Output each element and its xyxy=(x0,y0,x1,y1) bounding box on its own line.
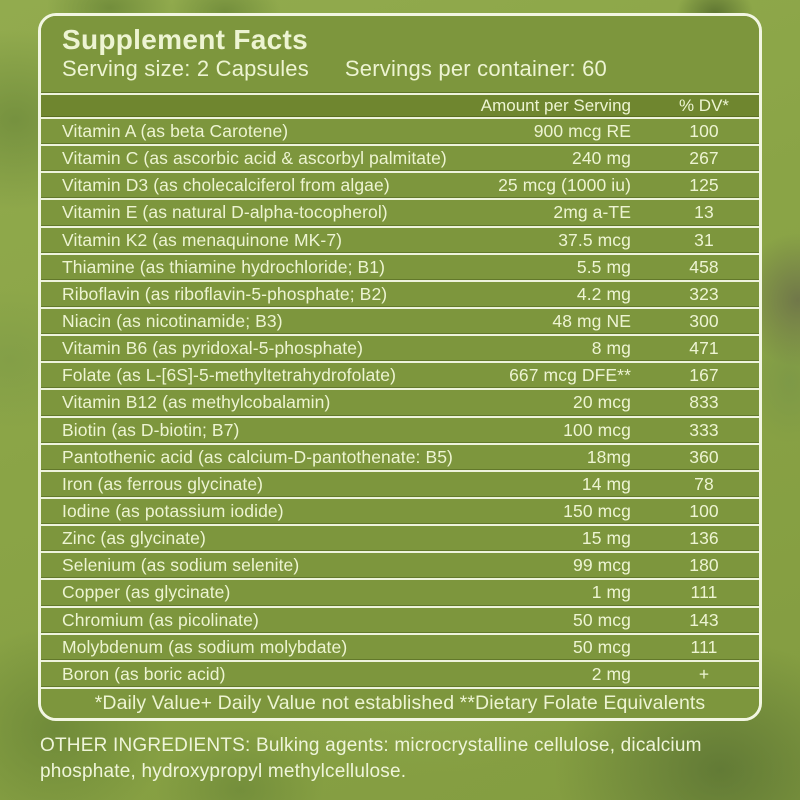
table-row: Niacin (as nicotinamide; B3) 48 mg NE 30… xyxy=(41,306,759,335)
row-nutrient-name: Iron (as ferrous glycinate) xyxy=(62,473,264,494)
table-row: Biotin (as D-biotin; B7) 100 mcg 333 xyxy=(41,415,759,443)
row-dv: 180 xyxy=(689,555,719,576)
serving-info: Serving size: 2 Capsules Servings per co… xyxy=(62,55,759,83)
row-nutrient-name: Pantothenic acid (as calcium-D-pantothen… xyxy=(62,446,453,467)
row-amount: 20 mcg xyxy=(573,392,631,413)
table-row: Vitamin C (as ascorbic acid & ascorbyl p… xyxy=(41,144,759,172)
row-amount: 2mg a-TE xyxy=(553,202,631,223)
panel-title: Supplement Facts xyxy=(62,24,308,55)
nutrient-table: Vitamin A (as beta Carotene) 900 mcg RE … xyxy=(41,119,759,687)
table-row: Vitamin B6 (as pyridoxal-5-phosphate) 8 … xyxy=(41,334,759,362)
row-amount: 667 mcg DFE** xyxy=(509,365,631,386)
row-nutrient-name: Vitamin E (as natural D-alpha-tocopherol… xyxy=(62,202,388,223)
row-amount: 8 mg xyxy=(591,338,631,359)
row-amount: 37.5 mcg xyxy=(558,229,631,250)
servings-per-container: Servings per container: 60 xyxy=(344,56,607,81)
table-row: Iron (as ferrous glycinate) 14 mg 78 xyxy=(41,469,759,497)
row-nutrient-name: Vitamin D3 (as cholecalciferol from alga… xyxy=(62,175,390,196)
row-amount: 5.5 mg xyxy=(576,256,631,277)
column-header-dv: % DV* xyxy=(678,96,730,115)
row-nutrient-name: Chromium (as picolinate) xyxy=(62,609,259,630)
row-dv: 136 xyxy=(689,528,719,549)
row-amount: 2 mg xyxy=(591,663,631,684)
row-dv: 267 xyxy=(689,148,719,169)
table-row: Vitamin E (as natural D-alpha-tocopherol… xyxy=(41,198,759,226)
row-dv: 143 xyxy=(689,609,719,630)
supplement-facts-panel: Supplement Facts Serving size: 2 Capsule… xyxy=(38,13,762,721)
column-header-row: Amount per Serving % DV* xyxy=(41,93,759,119)
row-amount: 50 mcg xyxy=(573,636,631,657)
row-nutrient-name: Folate (as L-[6S]-5-methyltetrahydrofola… xyxy=(62,365,397,386)
row-nutrient-name: Riboflavin (as riboflavin-5-phosphate; B… xyxy=(62,283,388,304)
row-amount: 240 mg xyxy=(572,148,631,169)
table-row: Vitamin D3 (as cholecalciferol from alga… xyxy=(41,171,759,199)
row-nutrient-name: Biotin (as D-biotin; B7) xyxy=(62,419,240,440)
column-header-amount: Amount per Serving xyxy=(480,96,631,115)
serving-size: Serving size: 2 Capsules xyxy=(62,56,309,81)
row-nutrient-name: Selenium (as sodium selenite) xyxy=(62,555,300,576)
row-amount: 1 mg xyxy=(591,582,631,603)
row-amount: 25 mcg (1000 iu) xyxy=(498,175,631,196)
row-dv: 833 xyxy=(689,392,719,413)
row-dv: 125 xyxy=(689,175,719,196)
table-row: Zinc (as glycinate) 15 mg 136 xyxy=(41,524,759,552)
row-nutrient-name: Boron (as boric acid) xyxy=(62,663,226,684)
table-row: Copper (as glycinate) 1 mg 111 xyxy=(41,578,759,606)
row-amount: 150 mcg xyxy=(563,501,631,522)
row-nutrient-name: Copper (as glycinate) xyxy=(62,582,231,603)
row-nutrient-name: Iodine (as potassium iodide) xyxy=(62,501,284,522)
other-ingredients: OTHER INGREDIENTS: Bulking agents: micro… xyxy=(40,735,702,782)
row-dv: 300 xyxy=(689,311,719,332)
row-amount: 18mg xyxy=(586,446,631,467)
row-nutrient-name: Molybdenum (as sodium molybdate) xyxy=(62,636,348,657)
row-amount: 99 mcg xyxy=(573,555,631,576)
table-row: Iodine (as potassium iodide) 150 mcg 100 xyxy=(41,496,759,525)
panel-header: Supplement Facts Serving size: 2 Capsule… xyxy=(41,16,759,93)
row-dv: 458 xyxy=(689,256,719,277)
row-dv: + xyxy=(698,663,710,684)
row-dv: 111 xyxy=(690,582,718,603)
row-amount: 900 mcg RE xyxy=(533,121,631,142)
row-nutrient-name: Vitamin C (as ascorbic acid & ascorbyl p… xyxy=(62,148,447,169)
row-dv: 100 xyxy=(689,501,719,522)
row-amount: 100 mcg xyxy=(563,419,631,440)
row-nutrient-name: Vitamin B6 (as pyridoxal-5-phosphate) xyxy=(62,338,364,359)
row-dv: 13 xyxy=(694,202,714,223)
row-amount: 4.2 mg xyxy=(576,283,631,304)
table-row: Boron (as boric acid) 2 mg + xyxy=(41,659,759,687)
table-row: Pantothenic acid (as calcium-D-pantothen… xyxy=(41,442,759,470)
row-nutrient-name: Zinc (as glycinate) xyxy=(62,528,206,549)
footnote: *Daily Value+ Daily Value not establishe… xyxy=(41,687,759,718)
row-amount: 14 mg xyxy=(581,473,631,494)
row-nutrient-name: Niacin (as nicotinamide; B3) xyxy=(62,311,283,332)
table-row: Thiamine (as thiamine hydrochloride; B1)… xyxy=(41,252,759,280)
row-dv: 333 xyxy=(689,419,719,440)
row-amount: 50 mcg xyxy=(573,609,631,630)
row-nutrient-name: Vitamin A (as beta Carotene) xyxy=(62,121,289,142)
row-dv: 31 xyxy=(694,229,714,250)
row-nutrient-name: Thiamine (as thiamine hydrochloride; B1) xyxy=(62,256,386,277)
row-dv: 78 xyxy=(694,473,714,494)
table-row: Molybdenum (as sodium molybdate) 50 mcg … xyxy=(41,632,759,660)
row-amount: 15 mg xyxy=(581,528,631,549)
table-row: Vitamin A (as beta Carotene) 900 mcg RE … xyxy=(41,119,759,145)
table-row: Vitamin K2 (as menaquinone MK-7) 37.5 mc… xyxy=(41,225,759,253)
row-nutrient-name: Vitamin K2 (as menaquinone MK-7) xyxy=(62,229,343,250)
table-row: Selenium (as sodium selenite) 99 mcg 180 xyxy=(41,551,759,579)
table-row: Folate (as L-[6S]-5-methyltetrahydrofola… xyxy=(41,361,759,389)
row-nutrient-name: Vitamin B12 (as methylcobalamin) xyxy=(62,392,331,413)
table-row: Riboflavin (as riboflavin-5-phosphate; B… xyxy=(41,279,759,307)
row-amount: 48 mg NE xyxy=(552,311,631,332)
row-dv: 100 xyxy=(689,121,719,142)
table-row: Chromium (as picolinate) 50 mcg 143 xyxy=(41,605,759,633)
row-dv: 167 xyxy=(689,365,719,386)
table-row: Vitamin B12 (as methylcobalamin) 20 mcg … xyxy=(41,388,759,416)
row-dv: 323 xyxy=(689,283,719,304)
row-dv: 111 xyxy=(690,636,718,657)
row-dv: 360 xyxy=(689,446,719,467)
row-dv: 471 xyxy=(689,338,719,359)
